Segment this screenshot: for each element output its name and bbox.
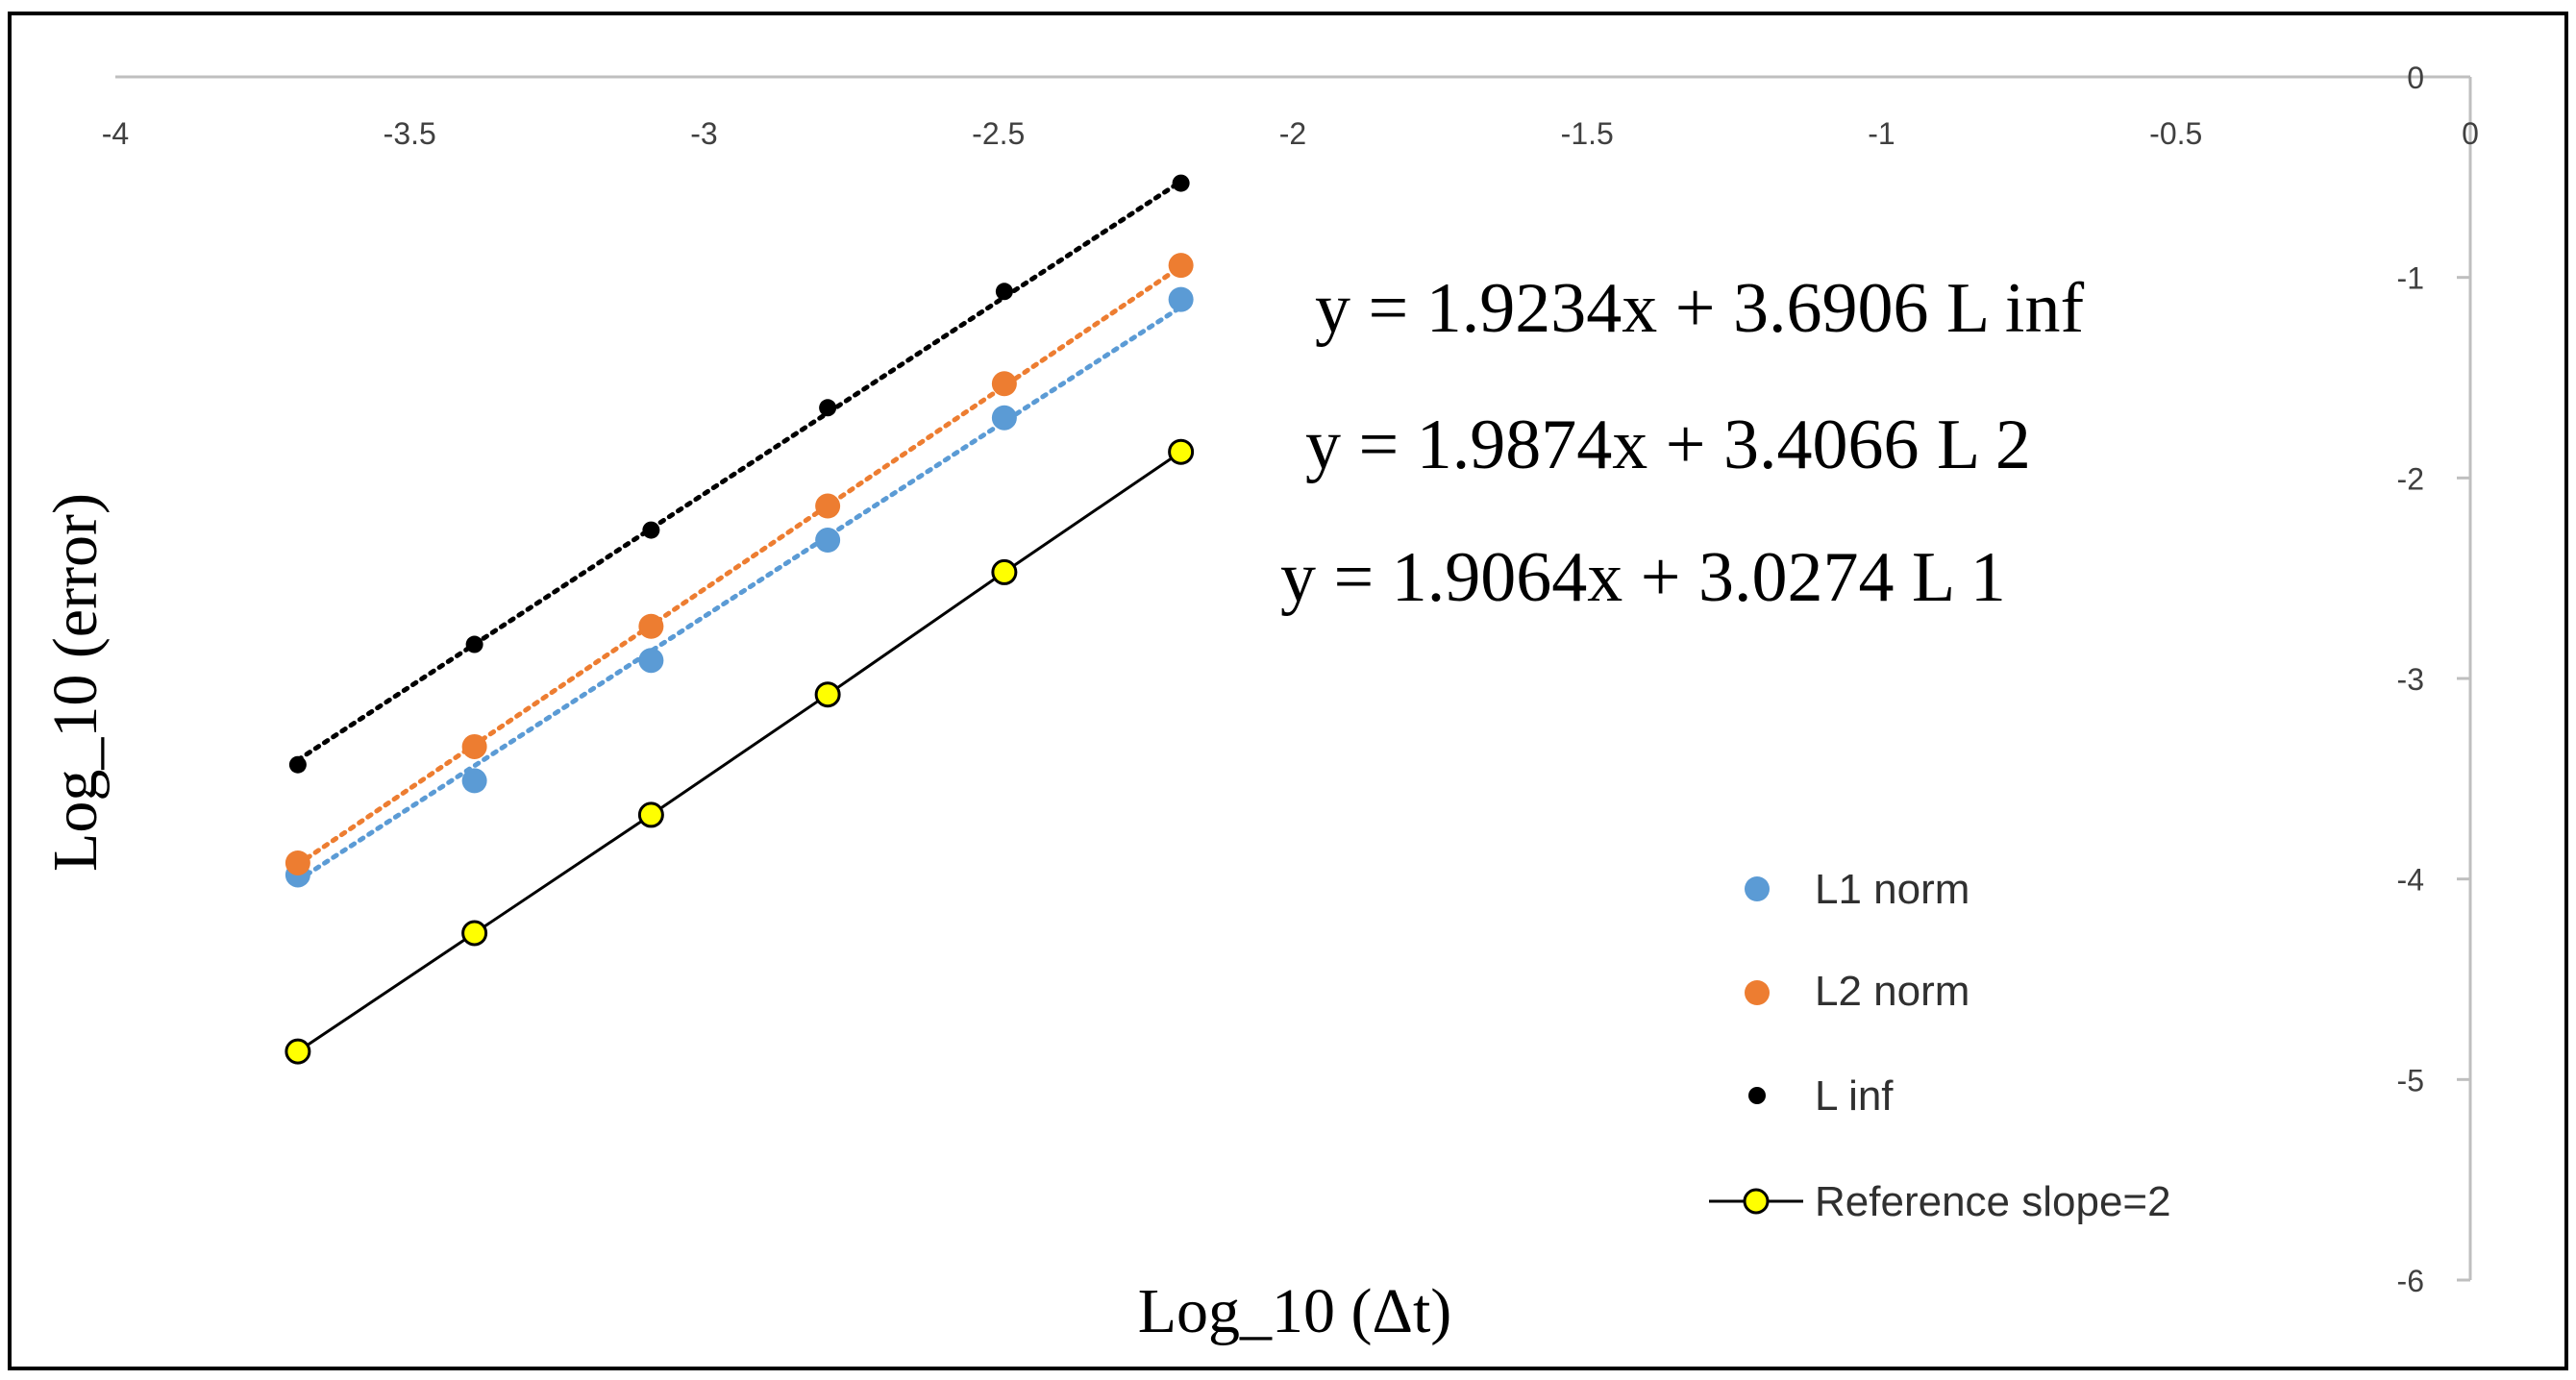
legend: L1 norm L2 norm L inf Reference slope=2 bbox=[1709, 866, 2171, 1225]
point-series-3 bbox=[637, 801, 664, 828]
x-tick-label: -2 bbox=[1279, 116, 1306, 151]
legend-label-l2: L2 norm bbox=[1815, 968, 1969, 1015]
x-tick-label: -0.5 bbox=[2149, 116, 2202, 151]
y-axis-title: Log_10 (error) bbox=[40, 493, 111, 872]
point-series-0 bbox=[461, 768, 487, 794]
trendline-1 bbox=[295, 263, 1184, 867]
trendline-2 bbox=[295, 179, 1184, 763]
data-points bbox=[285, 174, 1195, 1065]
axes bbox=[115, 75, 2472, 1282]
point-series-1 bbox=[991, 371, 1017, 397]
x-tick-label: -3.5 bbox=[384, 116, 436, 151]
chart-border bbox=[8, 12, 2568, 1370]
trendline-0 bbox=[295, 304, 1184, 883]
point-series-3 bbox=[461, 920, 488, 947]
point-series-2 bbox=[642, 521, 660, 539]
y-tick-label: -2 bbox=[2397, 461, 2424, 496]
point-series-2 bbox=[465, 635, 483, 653]
point-series-2 bbox=[819, 399, 837, 417]
x-tick-label: -1.5 bbox=[1561, 116, 1614, 151]
point-series-0 bbox=[638, 648, 664, 674]
legend-label-reference: Reference slope=2 bbox=[1815, 1178, 2171, 1225]
equation-l-inf: y = 1.9234x + 3.6906 L inf bbox=[1315, 269, 2084, 348]
equation-l2: y = 1.9874x + 3.4066 L 2 bbox=[1305, 406, 2031, 484]
y-tick-label: -6 bbox=[2397, 1264, 2424, 1298]
y-tick-label: -1 bbox=[2397, 261, 2424, 296]
x-tick-label: -1 bbox=[1868, 116, 1895, 151]
legend-marker-l2 bbox=[1745, 980, 1770, 1005]
point-series-2 bbox=[288, 755, 307, 774]
x-axis-title: Log_10 (Δt) bbox=[1138, 1276, 1452, 1346]
point-series-3 bbox=[1168, 438, 1195, 465]
point-series-3 bbox=[991, 558, 1018, 585]
point-series-1 bbox=[815, 493, 841, 519]
y-tick-label: -5 bbox=[2397, 1063, 2424, 1097]
legend-label-l-inf: L inf bbox=[1815, 1072, 1894, 1120]
point-series-0 bbox=[991, 405, 1017, 431]
x-tick-label: 0 bbox=[2462, 116, 2479, 151]
y-tick-label: 0 bbox=[2407, 61, 2424, 95]
x-tick-labels: -4 -3.5 -3 -2.5 -2 -1.5 -1 -0.5 0 bbox=[102, 116, 2479, 151]
legend-entry-l2: L2 norm bbox=[1745, 968, 1969, 1015]
point-series-3 bbox=[814, 681, 841, 708]
point-series-0 bbox=[1168, 286, 1194, 312]
reference-line bbox=[297, 450, 1182, 1053]
point-series-2 bbox=[995, 283, 1013, 301]
legend-label-l1: L1 norm bbox=[1815, 866, 1969, 913]
y-tick-label: -3 bbox=[2397, 662, 2424, 697]
point-series-1 bbox=[461, 733, 487, 759]
x-tick-label: -3 bbox=[690, 116, 717, 151]
legend-entry-reference: Reference slope=2 bbox=[1709, 1178, 2171, 1225]
legend-entry-l-inf: L inf bbox=[1748, 1072, 1894, 1120]
point-series-1 bbox=[1168, 253, 1194, 279]
point-series-0 bbox=[815, 528, 841, 554]
legend-marker-l1 bbox=[1745, 876, 1770, 901]
legend-marker-reference bbox=[1743, 1188, 1770, 1215]
y-tick-label: -4 bbox=[2397, 863, 2424, 898]
x-tick-label: -2.5 bbox=[972, 116, 1025, 151]
x-tick-label: -4 bbox=[102, 116, 129, 151]
y-tick-labels: 0 -1 -2 -3 -4 -5 -6 bbox=[2397, 61, 2424, 1298]
legend-marker-l-inf bbox=[1748, 1087, 1766, 1104]
trendlines bbox=[295, 179, 1184, 1053]
equation-l1: y = 1.9064x + 3.0274 L 1 bbox=[1280, 538, 2006, 617]
legend-entry-l1: L1 norm bbox=[1745, 866, 1969, 913]
point-series-2 bbox=[1172, 174, 1190, 192]
point-series-1 bbox=[638, 613, 664, 639]
point-series-3 bbox=[285, 1038, 311, 1065]
point-series-1 bbox=[285, 850, 310, 875]
